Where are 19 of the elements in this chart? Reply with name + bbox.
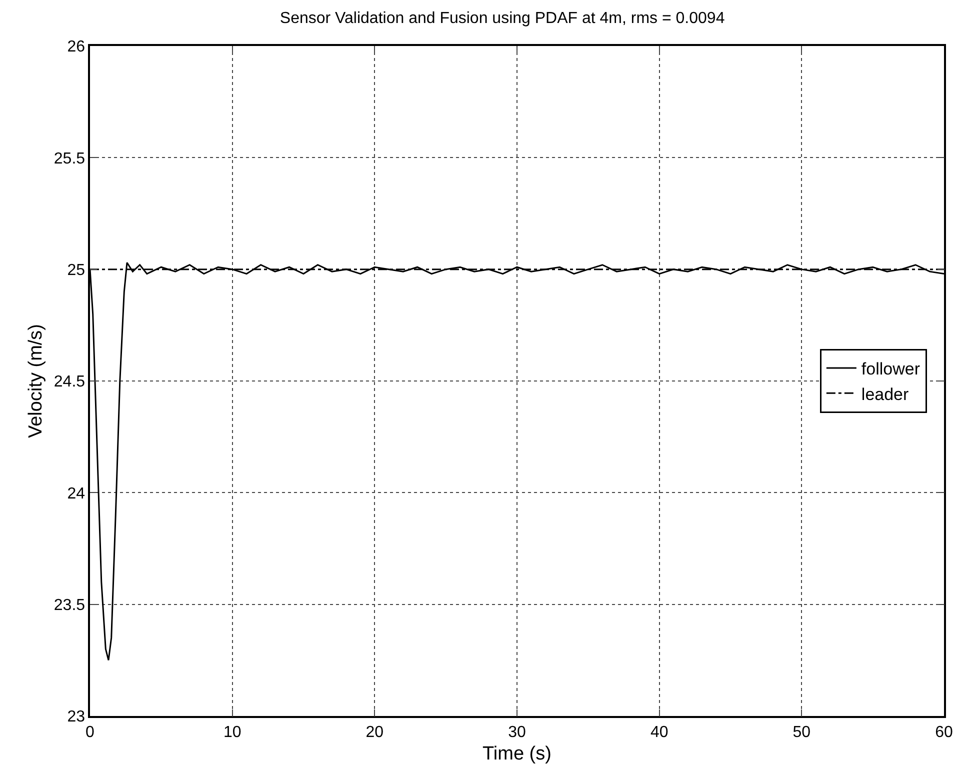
y-tick-label: 24.5 [54,374,86,391]
y-tick-label: 24 [67,485,86,502]
y-tick-label: 23 [67,708,86,726]
y-tick-label: 23.5 [54,596,86,614]
x-axis-title: Time (s) [482,743,552,764]
legend-label: follower [861,360,920,379]
x-tick-label: 30 [508,724,526,741]
x-tick-label: 10 [223,724,242,741]
x-tick-label: 20 [366,724,384,741]
y-tick-label: 25 [67,262,86,279]
x-tick-label: 50 [792,724,811,741]
x-tick-label: 60 [935,724,953,741]
x-tick-label: 0 [86,724,95,741]
x-tick-label: 40 [650,724,668,741]
y-tick-label: 25.5 [54,150,86,168]
y-tick-label: 26 [67,38,86,56]
y-axis-title: Velocity (m/s) [26,324,46,438]
legend-label: leader [861,384,910,404]
chart-title: Sensor Validation and Fusion using PDAF at 4m, rms = 0.0094 [280,10,725,27]
